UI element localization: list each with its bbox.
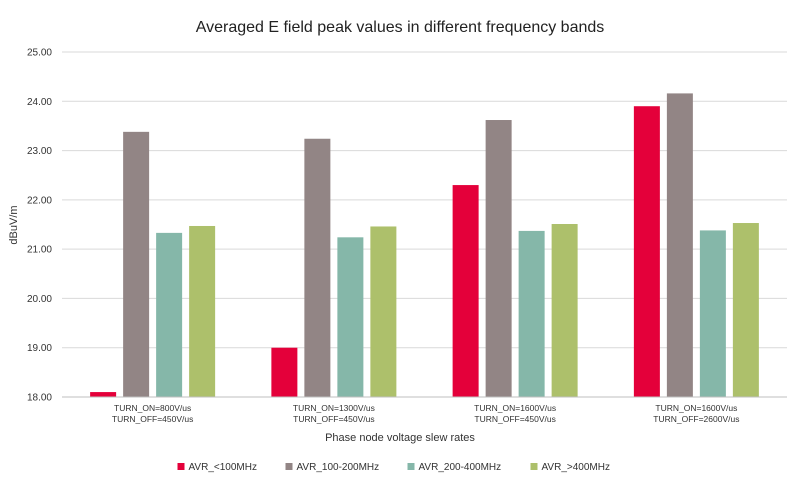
x-tick-label: TURN_ON=1600V/us xyxy=(474,403,556,413)
x-tick-label: TURN_ON=1600V/us xyxy=(655,403,737,413)
chart-title: Averaged E field peak values in differen… xyxy=(196,19,605,36)
bar xyxy=(304,138,331,397)
x-tick-label: TURN_OFF=2600V/us xyxy=(653,414,739,424)
y-axis-label: dBuV/m xyxy=(8,205,20,244)
bar xyxy=(732,223,759,397)
gridlines xyxy=(62,51,787,349)
x-axis-ticks: TURN_ON=800V/usTURN_OFF=450V/usTURN_ON=1… xyxy=(112,403,740,424)
legend-entry: AVR_100-200MHz xyxy=(285,462,380,473)
legend-swatch xyxy=(407,463,415,470)
y-tick-label: 19.00 xyxy=(27,343,52,354)
x-tick-label: TURN_OFF=450V/us xyxy=(474,414,556,424)
bar xyxy=(123,131,150,398)
x-tick-label: TURN_OFF=450V/us xyxy=(293,414,375,424)
x-tick-label: TURN_ON=800V/us xyxy=(114,403,191,413)
bar xyxy=(156,232,183,397)
bar xyxy=(485,120,512,397)
bar xyxy=(666,93,693,398)
bar xyxy=(699,230,726,397)
x-tick-label: TURN_OFF=450V/us xyxy=(112,414,194,424)
bars xyxy=(90,93,759,398)
y-tick-label: 21.00 xyxy=(27,245,52,256)
y-tick-label: 23.00 xyxy=(27,146,52,157)
bar xyxy=(518,230,545,397)
y-tick-label: 18.00 xyxy=(27,393,52,404)
legend: AVR_<100MHz AVR_100-200MHz AVR_200-400MHz A… xyxy=(177,462,610,473)
bar xyxy=(337,237,364,397)
legend-entry: AVR_>400MHz xyxy=(530,462,610,473)
legend-label: AVR_>400MHz xyxy=(542,462,610,473)
bar xyxy=(370,226,397,397)
x-tick-label: TURN_ON=1300V/us xyxy=(293,403,375,413)
legend-entry: AVR_200-400MHz xyxy=(407,462,502,473)
y-tick-label: 25.00 xyxy=(27,48,52,59)
bar xyxy=(551,224,578,397)
legend-swatch xyxy=(177,463,185,470)
bar xyxy=(452,185,479,397)
legend-label: AVR_<100MHz xyxy=(189,462,257,473)
legend-swatch xyxy=(530,463,538,470)
bar xyxy=(633,106,660,397)
bar xyxy=(271,347,298,397)
x-axis-label: Phase node voltage slew rates xyxy=(325,432,475,444)
legend-swatch xyxy=(285,463,293,470)
bar xyxy=(90,392,117,397)
legend-label: AVR_200-400MHz xyxy=(419,462,502,473)
y-tick-label: 24.00 xyxy=(27,97,52,108)
y-tick-label: 22.00 xyxy=(27,195,52,206)
y-axis-ticks: 18.00 19.00 20.00 21.00 22.00 23.00 24.00 25.00 xyxy=(27,48,52,404)
legend-label: AVR_100-200MHz xyxy=(297,462,380,473)
y-tick-label: 20.00 xyxy=(27,294,52,305)
legend-entry: AVR_<100MHz xyxy=(177,462,257,473)
bar xyxy=(189,225,216,397)
